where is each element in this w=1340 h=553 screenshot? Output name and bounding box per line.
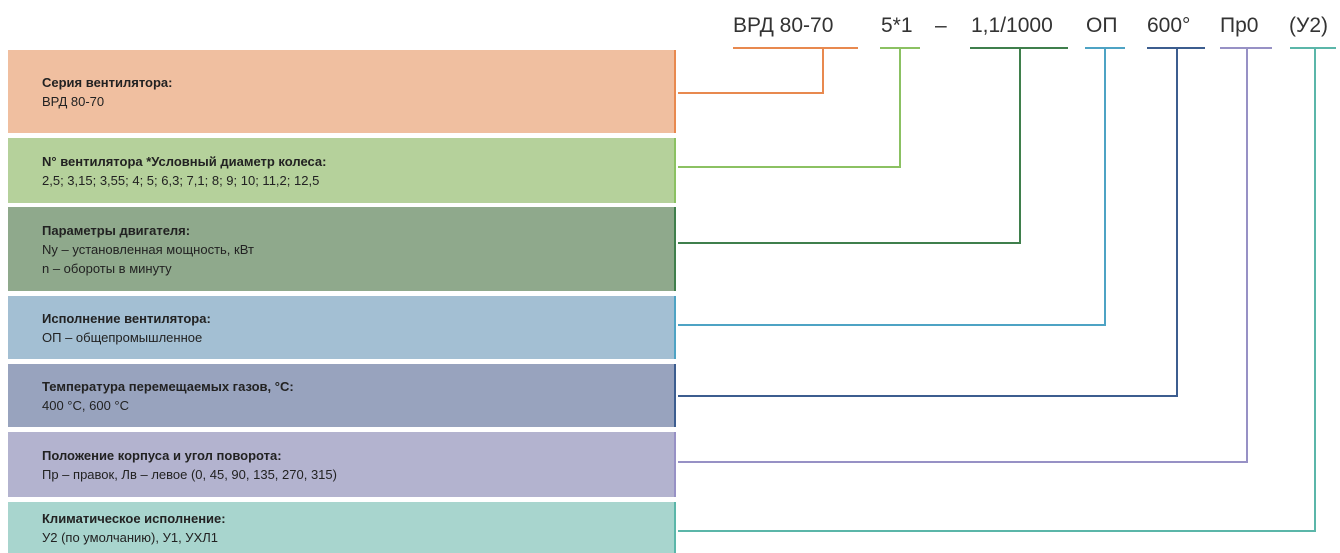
row: Температура перемещаемых газов, °C: 400 °… xyxy=(8,364,676,427)
row: Исполнение вентилятора: ОП – общепромышле… xyxy=(8,296,676,359)
connector xyxy=(678,48,901,168)
connector xyxy=(678,48,1106,326)
connector xyxy=(678,48,1178,397)
code-part: ОП xyxy=(1086,14,1118,37)
code-part: 1,1/1000 xyxy=(971,14,1053,37)
row-line: У2 (по умолчанию), У1, УХЛ1 xyxy=(42,529,218,545)
row: Серия вентилятора: ВРД 80-70 xyxy=(8,50,676,133)
connector xyxy=(678,48,1316,532)
code-part: (У2) xyxy=(1289,14,1329,37)
row-line: 2,5; 3,15; 3,55; 4; 5; 6,3; 7,1; 8; 9; 1… xyxy=(42,172,320,188)
row-title: Положение корпуса и угол поворота: xyxy=(42,447,282,463)
code-part: 5*1 xyxy=(881,14,913,37)
code-part: Пр0 xyxy=(1220,14,1259,37)
row-line: 400 °C, 600 °C xyxy=(42,397,130,413)
code-part: ВРД 80-70 xyxy=(733,14,834,37)
connector xyxy=(678,48,1021,244)
row-line: ОП – общепромышленное xyxy=(42,329,203,345)
row-line: Ny – установленная мощность, кВт xyxy=(42,241,254,257)
row: N° вентилятора *Условный диаметр колеса:… xyxy=(8,138,676,203)
row: Положение корпуса и угол поворота: Пр – п… xyxy=(8,432,676,497)
row-line: ВРД 80-70 xyxy=(42,93,105,109)
row-title: Серия вентилятора: xyxy=(42,74,173,90)
row-title: N° вентилятора *Условный диаметр колеса: xyxy=(42,153,327,169)
connector xyxy=(678,48,1248,463)
row: Параметры двигателя: Ny – установленная м… xyxy=(8,207,676,291)
row-title: Температура перемещаемых газов, °C: xyxy=(42,378,294,394)
connector xyxy=(678,48,824,94)
row: Климатическое исполнение: У2 (по умолчани… xyxy=(8,502,676,553)
row-title: Параметры двигателя: xyxy=(42,222,191,238)
code-part: – xyxy=(935,14,947,37)
row-title: Климатическое исполнение: xyxy=(42,510,226,526)
row-line: n – обороты в минуту xyxy=(42,260,172,276)
row-title: Исполнение вентилятора: xyxy=(42,310,211,326)
code-part: 600° xyxy=(1147,14,1191,37)
row-line: Пр – правок, Лв – левое (0, 45, 90, 135,… xyxy=(42,466,337,482)
